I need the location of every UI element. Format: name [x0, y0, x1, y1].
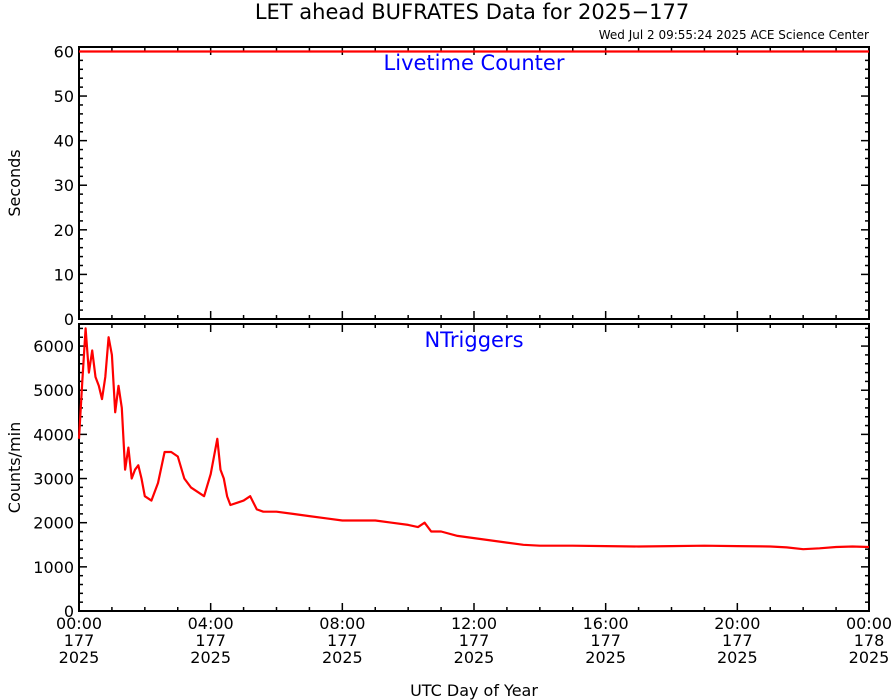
y-tick-label: 50: [54, 87, 74, 106]
x-tick-label-time: 00:00: [846, 614, 892, 633]
y-axis-label: Counts/min: [5, 422, 24, 513]
panel-title: NTriggers: [424, 328, 523, 352]
plot-frame: [78, 323, 870, 612]
x-tick-label-year: 2025: [849, 648, 890, 667]
x-tick-label-year: 2025: [585, 648, 626, 667]
y-tick-label: 6000: [33, 337, 74, 356]
y-tick-label: 2000: [33, 514, 74, 533]
x-tick-label-day: 177: [722, 631, 753, 650]
x-tick-label-day: 177: [590, 631, 621, 650]
x-tick-label-year: 2025: [322, 648, 363, 667]
x-tick-label-time: 12:00: [451, 614, 497, 633]
x-tick-label-day: 177: [64, 631, 95, 650]
chart-title: LET ahead BUFRATES Data for 2025−177: [255, 0, 689, 24]
y-tick-label: 10: [54, 265, 74, 284]
x-tick-label-time: 08:00: [319, 614, 365, 633]
y-tick-label: 0: [64, 310, 74, 329]
y-tick-label: 0: [64, 602, 74, 621]
x-tick-label-time: 04:00: [188, 614, 234, 633]
y-tick-label: 3000: [33, 470, 74, 489]
x-tick-label-year: 2025: [190, 648, 231, 667]
x-tick-label-day: 177: [195, 631, 226, 650]
x-tick-label-day: 177: [327, 631, 358, 650]
x-axis-label: UTC Day of Year: [410, 681, 538, 700]
x-tick-label-day: 178: [854, 631, 885, 650]
x-tick-label-day: 177: [459, 631, 490, 650]
y-tick-label: 4000: [33, 425, 74, 444]
x-tick-label-time: 20:00: [714, 614, 760, 633]
y-tick-label: 20: [54, 221, 74, 240]
x-tick-label-year: 2025: [454, 648, 495, 667]
y-tick-label: 1000: [33, 558, 74, 577]
livetime-panel: 0 10 20 30 40 50 60 Seconds Livetime Counter: [5, 42, 870, 329]
y-axis-label: Seconds: [5, 149, 24, 216]
panel-title: Livetime Counter: [384, 51, 565, 75]
plot-frame: [78, 46, 870, 320]
x-tick-label-time: 00:00: [56, 614, 102, 633]
ntriggers-panel: 0 1000 2000 3000 4000 5000 6000 Counts/min NTrig…: [5, 323, 870, 621]
series-line: [77, 327, 870, 551]
x-tick-label-time: 16:00: [583, 614, 629, 633]
x-tick-label-year: 2025: [59, 648, 100, 667]
timestamp-stamp: Wed Jul 2 09:55:24 2025 ACE Science Cent…: [599, 28, 869, 42]
y-tick-label: 60: [54, 42, 74, 61]
y-tick-label: 30: [54, 176, 74, 195]
y-tick-label: 5000: [33, 381, 74, 400]
x-tick-label-year: 2025: [717, 648, 758, 667]
x-tick-labels: 00:00177202504:00177202508:00177202512:0…: [56, 614, 892, 667]
y-tick-label: 40: [54, 132, 74, 151]
